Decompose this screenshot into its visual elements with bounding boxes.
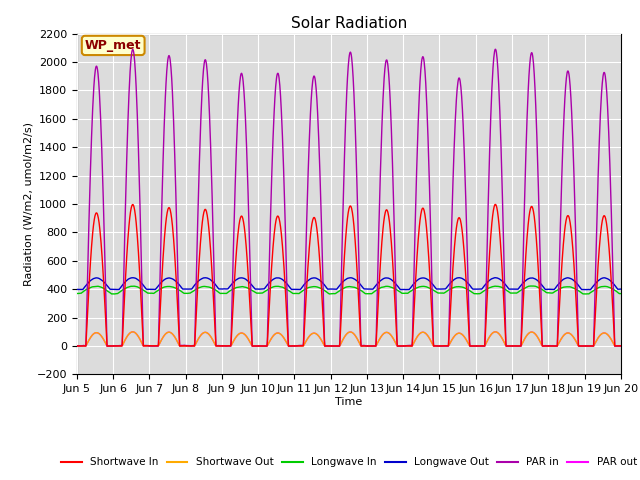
Text: WP_met: WP_met — [85, 39, 141, 52]
Y-axis label: Radiation (W/m2, umol/m2/s): Radiation (W/m2, umol/m2/s) — [24, 122, 34, 286]
Title: Solar Radiation: Solar Radiation — [291, 16, 407, 31]
X-axis label: Time: Time — [335, 397, 362, 407]
Legend: Shortwave In, Shortwave Out, Longwave In, Longwave Out, PAR in, PAR out: Shortwave In, Shortwave Out, Longwave In… — [56, 453, 640, 471]
